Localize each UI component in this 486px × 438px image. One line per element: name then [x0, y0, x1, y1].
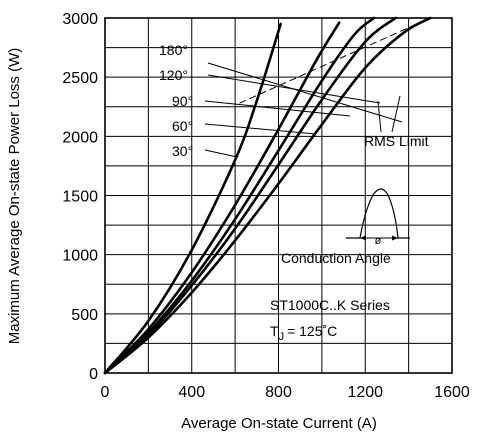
series-leader [204, 123, 317, 135]
series-label: 180° [159, 42, 188, 58]
y-tick-label: 2500 [62, 70, 98, 87]
y-axis-title: Maximum Average On-state Power Loss (W) [6, 48, 23, 344]
curve-120deg [103, 16, 397, 375]
label-leaders [204, 62, 403, 158]
conduction-angle-diagram: ø [346, 188, 410, 247]
conduction-arrow-right [392, 235, 398, 241]
series-label: 90° [172, 93, 193, 109]
rms-leader [377, 100, 382, 133]
y-tick-label: 3000 [62, 11, 98, 28]
x-tick-label: 1600 [434, 384, 470, 401]
rms-limit-label: RMS Limit [364, 133, 429, 149]
plot-frame [104, 17, 453, 374]
curves [103, 16, 432, 375]
rms-leader [391, 95, 401, 133]
series-leader [204, 100, 351, 117]
x-tick-label: 400 [178, 384, 205, 401]
x-tick-label: 0 [101, 384, 110, 401]
series-labels: 180° 120° 90° 60° 30° [159, 42, 193, 159]
series-label: 120° [159, 67, 188, 83]
y-tick-label: 1000 [62, 248, 98, 265]
series-title: ST1000C..K Series [270, 297, 390, 313]
y-tick-label: 1500 [62, 189, 98, 206]
series-leader [207, 62, 403, 123]
x-tick-label: 1200 [347, 384, 383, 401]
phi-label: ø [375, 235, 382, 247]
series-label: 30° [172, 143, 193, 159]
tj-label: TJ = 125˚C [270, 323, 337, 343]
series-label: 60° [172, 118, 193, 134]
y-tick-label: 2000 [62, 129, 98, 146]
x-tick-label: 800 [265, 384, 292, 401]
y-tick-label: 500 [71, 307, 98, 324]
tick-labels: 0 400 800 1200 1600 0 500 1000 1500 2000 2500 3000 [62, 11, 469, 401]
curve-30deg [103, 22, 282, 375]
curve-180deg [103, 16, 432, 375]
conduction-waveform [346, 188, 410, 239]
x-axis-title: Average On-state Current (A) [181, 415, 377, 432]
tj-prefix: T [270, 323, 279, 339]
series-leader [204, 149, 238, 158]
series-leader [207, 74, 381, 104]
conduction-arrow-left [360, 235, 366, 241]
tj-value: = 125˚C [287, 323, 337, 339]
curve-60deg [103, 21, 341, 375]
conduction-angle-label: Conduction Angle [281, 250, 391, 266]
y-tick-label: 0 [89, 366, 98, 383]
tj-sub: J [279, 331, 285, 343]
curve-90deg [103, 16, 376, 375]
